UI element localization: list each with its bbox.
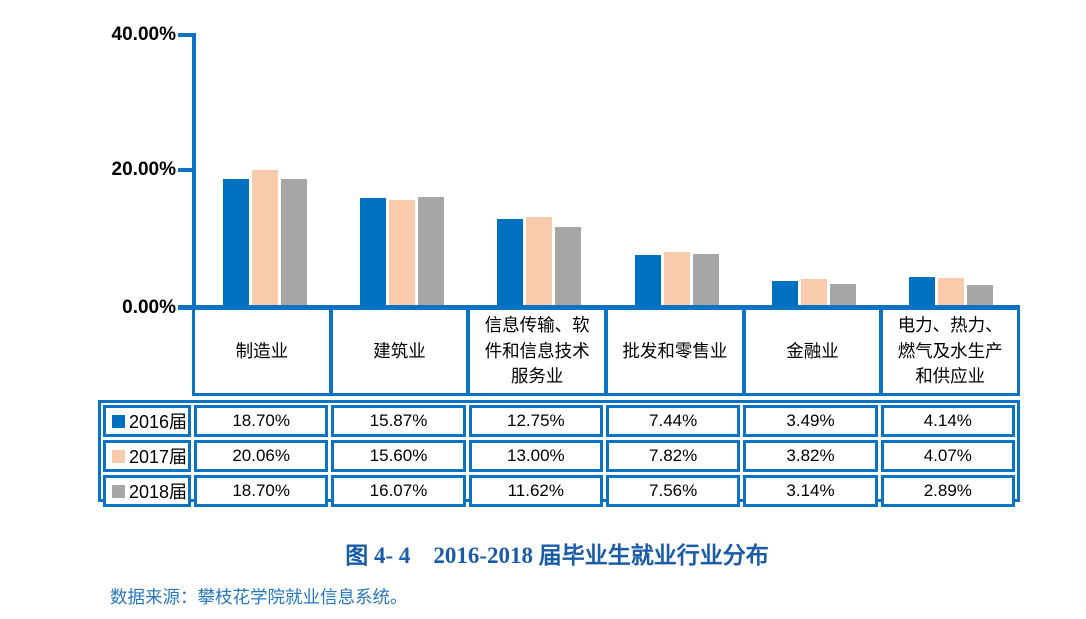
table-value-2018-manufacturing: 18.70% (194, 475, 329, 507)
category-header-row: 制造业 建筑业 信息传输、软件和信息技术服务业 批发和零售业 金融业 电力、热力… (192, 310, 1020, 396)
table-value-2017-construction: 15.60% (331, 440, 466, 472)
table-value-2018-construction: 16.07% (331, 475, 466, 507)
figure-caption: 图 4- 4 2016-2018 届毕业生就业行业分布 (345, 543, 769, 568)
table-value-2016-it: 12.75% (468, 405, 603, 437)
table-value-2018-wholesale: 7.56% (605, 475, 741, 507)
bar-2018届-建筑业 (417, 197, 444, 305)
bar-2016届-批发和零售业 (634, 255, 661, 305)
category-header-power-heat-gas-water: 电力、热力、燃气及水生产和供应业 (879, 310, 1017, 393)
table-value-2017-manufacturing: 20.06% (194, 440, 329, 472)
table-value-2016-manufacturing: 18.70% (194, 405, 329, 437)
y-axis-tick-label-40: 40.00% (111, 24, 176, 45)
bar-2016届-金融业 (771, 281, 798, 305)
table-value-2017-it: 13.00% (468, 440, 603, 472)
x-axis-line (178, 305, 1020, 310)
y-axis-line (192, 33, 196, 310)
bar-group-6 (883, 35, 1020, 305)
category-header-wholesale-retail: 批发和零售业 (604, 310, 742, 393)
bar-2016届-电力、热力、燃气及水生产和供应业 (909, 277, 936, 305)
legend-swatch-2018-icon (112, 484, 125, 498)
table-value-2016-power: 4.14% (880, 405, 1015, 437)
legend-label-2018: 2018届 (129, 482, 188, 502)
legend-cell-2018: 2018届 (103, 475, 191, 507)
table-value-2018-finance: 3.14% (743, 475, 878, 507)
y-axis-tick-mark-20 (178, 168, 194, 172)
table-value-2016-wholesale: 7.44% (605, 405, 741, 437)
y-axis-tick-label-0: 0.00% (122, 297, 176, 318)
category-header-information-technology: 信息传输、软件和信息技术服务业 (466, 310, 604, 393)
table-value-2017-wholesale: 7.82% (605, 440, 741, 472)
table-value-2018-it: 11.62% (468, 475, 603, 507)
bar-2017届-金融业 (800, 279, 827, 305)
legend-cell-2016: 2016届 (103, 405, 191, 437)
bar-group-4 (608, 35, 745, 305)
table-value-2016-finance: 3.49% (743, 405, 878, 437)
category-header-finance: 金融业 (741, 310, 880, 393)
category-header-construction: 建筑业 (328, 310, 467, 393)
bar-2018届-金融业 (829, 284, 856, 305)
legend-swatch-2017-icon (112, 449, 125, 463)
y-axis-tick-mark-40 (178, 33, 194, 37)
bar-2018届-制造业 (280, 179, 307, 305)
bar-2018届-电力、热力、燃气及水生产和供应业 (967, 285, 994, 305)
category-header-manufacturing: 制造业 (235, 340, 289, 361)
plot-area (196, 35, 1020, 305)
legend-label-2017: 2017届 (129, 447, 188, 467)
bar-2017届-建筑业 (388, 200, 415, 305)
y-axis-tick-label-20: 20.00% (111, 159, 176, 180)
table-value-2017-finance: 3.82% (743, 440, 878, 472)
bar-group-1 (196, 35, 333, 305)
bar-2016届-信息传输、软件和信息技术服务业 (497, 219, 524, 305)
legend-cell-2017: 2017届 (103, 440, 191, 472)
bar-2017届-电力、热力、燃气及水生产和供应业 (938, 278, 965, 305)
bar-2018届-批发和零售业 (692, 254, 719, 305)
table-value-2016-construction: 15.87% (331, 405, 466, 437)
data-table: 2016届 18.70% 15.87% 12.75% 7.44% 3.49% 4… (98, 400, 1020, 507)
bar-2017届-制造业 (251, 170, 278, 305)
table-value-2017-power: 4.07% (880, 440, 1015, 472)
bar-2017届-批发和零售业 (663, 252, 690, 305)
bar-2016届-建筑业 (359, 198, 386, 305)
bar-group-2 (333, 35, 470, 305)
bar-group-3 (471, 35, 608, 305)
bar-2018届-信息传输、软件和信息技术服务业 (555, 227, 582, 305)
bar-2016届-制造业 (222, 179, 249, 305)
legend-label-2016: 2016届 (129, 412, 188, 432)
data-source-note: 数据来源：攀枝花学院就业信息系统。 (110, 587, 408, 607)
legend-swatch-2016-icon (112, 414, 125, 428)
bar-group-5 (745, 35, 882, 305)
bar-2017届-信息传输、软件和信息技术服务业 (526, 217, 553, 305)
table-value-2018-power: 2.89% (880, 475, 1015, 507)
